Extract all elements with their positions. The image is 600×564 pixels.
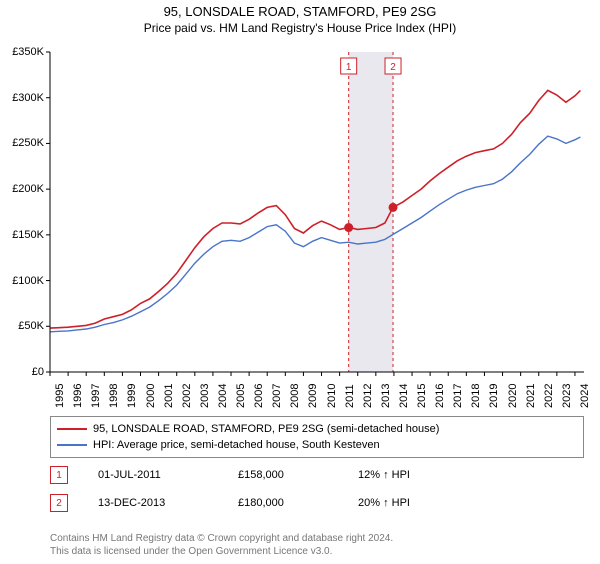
x-tick-label: 2022 xyxy=(543,384,555,408)
legend-item-property: 95, LONSDALE ROAD, STAMFORD, PE9 2SG (se… xyxy=(57,421,577,437)
sale-pct: 12% ↑ HPI xyxy=(358,469,410,481)
footer-line-1: Contains HM Land Registry data © Crown c… xyxy=(50,532,393,545)
y-tick-label: £150K xyxy=(0,229,44,241)
legend-label: 95, LONSDALE ROAD, STAMFORD, PE9 2SG (se… xyxy=(93,421,439,437)
legend-label: HPI: Average price, semi-detached house,… xyxy=(93,437,380,453)
y-tick-label: £250K xyxy=(0,137,44,149)
sale-row-2: 2 13-DEC-2013 £180,000 20% ↑ HPI xyxy=(50,494,584,512)
sale-price: £158,000 xyxy=(238,469,358,481)
x-tick-label: 2018 xyxy=(470,384,482,408)
x-tick-label: 2004 xyxy=(217,384,229,408)
sale-price: £180,000 xyxy=(238,497,358,509)
x-tick-label: 2011 xyxy=(344,384,356,408)
legend-item-hpi: HPI: Average price, semi-detached house,… xyxy=(57,437,577,453)
x-tick-label: 1999 xyxy=(126,384,138,408)
legend-swatch-property xyxy=(57,428,87,430)
footer-line-2: This data is licensed under the Open Gov… xyxy=(50,545,393,558)
x-tick-label: 2002 xyxy=(181,384,193,408)
y-tick-label: £350K xyxy=(0,46,44,58)
x-tick-label: 2014 xyxy=(398,384,410,408)
x-axis: 1995 1996 1997 1998 1999 2000 2001 2002 2003 2004… xyxy=(50,374,584,414)
x-tick-label: 2010 xyxy=(326,384,338,408)
x-tick-label: 2017 xyxy=(452,384,464,408)
y-tick-label: £0 xyxy=(0,366,44,378)
x-tick-label: 2013 xyxy=(380,384,392,408)
x-tick-label: 2020 xyxy=(507,384,519,408)
y-tick-label: £50K xyxy=(0,320,44,332)
x-tick-label: 2016 xyxy=(434,384,446,408)
sale-date: 01-JUL-2011 xyxy=(98,469,238,481)
x-tick-label: 2015 xyxy=(416,384,428,408)
sale-badge-2: 2 xyxy=(50,494,68,512)
x-tick-label: 1997 xyxy=(90,384,102,408)
x-tick-label: 1995 xyxy=(54,384,66,408)
chart-title: 95, LONSDALE ROAD, STAMFORD, PE9 2SG xyxy=(0,4,600,19)
y-tick-label: £300K xyxy=(0,92,44,104)
x-tick-label: 2008 xyxy=(289,384,301,408)
y-tick-label: £200K xyxy=(0,183,44,195)
legend-swatch-hpi xyxy=(57,444,87,446)
x-tick-label: 2007 xyxy=(271,384,283,408)
legend: 95, LONSDALE ROAD, STAMFORD, PE9 2SG (se… xyxy=(50,416,584,458)
sale-date: 13-DEC-2013 xyxy=(98,497,238,509)
svg-text:2: 2 xyxy=(390,62,396,73)
footer: Contains HM Land Registry data © Crown c… xyxy=(50,532,393,558)
sale-row-1: 1 01-JUL-2011 £158,000 12% ↑ HPI xyxy=(50,466,584,484)
sale-badge-1: 1 xyxy=(50,466,68,484)
x-tick-label: 2009 xyxy=(307,384,319,408)
y-tick-label: £100K xyxy=(0,275,44,287)
x-tick-label: 2005 xyxy=(235,384,247,408)
x-tick-label: 2001 xyxy=(163,384,175,408)
x-tick-label: 2012 xyxy=(362,384,374,408)
chart-area: 12 xyxy=(50,52,584,372)
x-tick-label: 2003 xyxy=(199,384,211,408)
chart-subtitle: Price paid vs. HM Land Registry's House … xyxy=(0,21,600,35)
x-tick-label: 2006 xyxy=(253,384,265,408)
x-tick-label: 1998 xyxy=(108,384,120,408)
x-tick-label: 2023 xyxy=(561,384,573,408)
x-tick-label: 2024 xyxy=(579,384,591,408)
sale-pct: 20% ↑ HPI xyxy=(358,497,410,509)
y-axis: £0£50K£100K£150K£200K£250K£300K£350K xyxy=(0,52,50,372)
x-tick-label: 2000 xyxy=(145,384,157,408)
x-tick-label: 1996 xyxy=(72,384,84,408)
x-tick-label: 2021 xyxy=(525,384,537,408)
chart-svg: 12 xyxy=(50,52,584,372)
svg-text:1: 1 xyxy=(346,62,352,73)
x-tick-label: 2019 xyxy=(488,384,500,408)
